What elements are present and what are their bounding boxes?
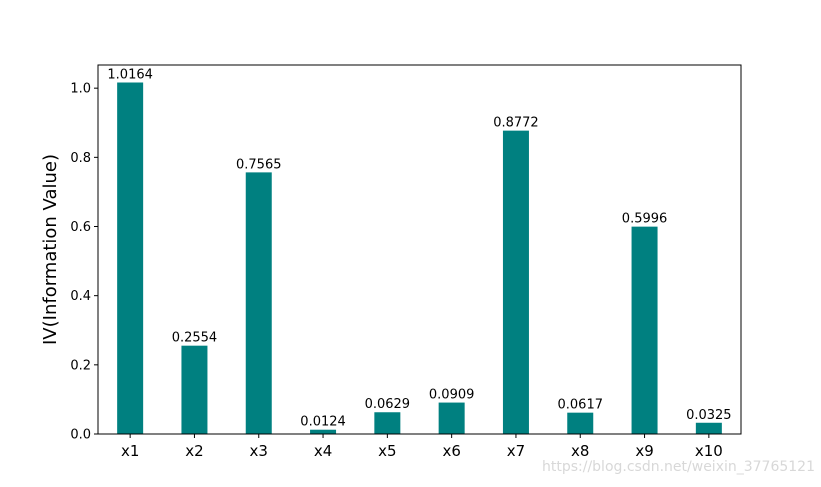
data-label-x8: 0.0617 [558,398,604,413]
data-label-x5: 0.0629 [365,397,411,412]
bar-x7 [502,130,529,434]
x-tick-label-x4: x4 [314,442,332,460]
data-label-x7: 0.8772 [493,116,539,131]
data-label-x9: 0.5996 [622,212,668,227]
x-tick-label-x5: x5 [378,442,396,460]
y-tick-label: 0.6 [70,220,91,235]
x-tick-label-x1: x1 [121,442,139,460]
bar-x3 [245,172,272,434]
y-tick-label: 0.2 [70,358,91,373]
y-tick-label: 0.4 [70,289,91,304]
y-tick-label: 1.0 [70,82,91,97]
watermark: https://blog.csdn.net/weixin_37765121 [541,459,815,475]
bar-x10 [695,422,722,434]
x-tick-label-x3: x3 [250,442,268,460]
data-label-x4: 0.0124 [300,415,346,430]
data-label-x1: 1.0164 [107,67,153,82]
x-tick-label-x2: x2 [185,442,203,460]
bar-x6 [438,402,465,434]
data-label-x10: 0.0325 [686,408,732,423]
data-label-x3: 0.7565 [236,157,282,172]
y-tick-label: 0.0 [70,428,91,443]
x-tick-label-x7: x7 [507,442,525,460]
bar-x8 [567,412,594,434]
x-tick-label-x6: x6 [442,442,460,460]
x-tick-label-x8: x8 [571,442,589,460]
y-axis-label: IV(Information Value) [40,154,61,345]
data-label-x6: 0.0909 [429,388,475,403]
y-tick-label: 0.8 [70,151,91,166]
x-tick-label-x9: x9 [635,442,653,460]
data-label-x2: 0.2554 [172,331,218,346]
bar-x5 [374,412,401,434]
x-tick-label-x10: x10 [695,442,723,460]
bar-x4 [310,429,337,434]
plot-frame [97,64,742,435]
bar-x9 [631,226,658,434]
bar-x2 [181,345,208,434]
bar-x1 [117,82,144,435]
